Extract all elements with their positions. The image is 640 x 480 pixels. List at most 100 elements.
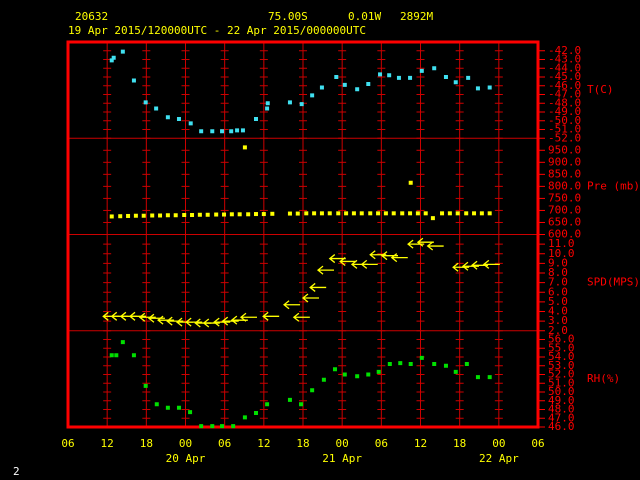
data-point (182, 213, 187, 218)
date-label: 20 Apr (166, 452, 206, 465)
data-point (336, 211, 341, 216)
data-point (165, 213, 170, 218)
data-point (165, 405, 170, 410)
data-point (419, 355, 424, 360)
data-point (154, 402, 159, 407)
y-tick-label: 9.0 (548, 256, 568, 269)
data-point (464, 362, 469, 366)
data-point (342, 82, 347, 87)
data-point (455, 211, 460, 216)
wind-arrow (128, 311, 147, 321)
data-point (210, 129, 215, 134)
data-point (432, 362, 437, 366)
data-point (261, 212, 266, 217)
data-point (355, 87, 360, 92)
data-point (246, 212, 251, 217)
wind-arrow (309, 282, 327, 292)
x-tick-label: 06 (375, 437, 388, 450)
wind-arrow (461, 261, 479, 271)
wind-arrow (138, 312, 156, 322)
data-point (270, 211, 275, 216)
data-point (387, 73, 392, 78)
wind-arrow (339, 256, 357, 266)
y-tick-label: 10.0 (548, 247, 575, 260)
wind-arrow (292, 312, 310, 322)
y-tick-label: 850.0 (548, 167, 581, 180)
wind-arrow (166, 316, 184, 326)
data-point (143, 100, 148, 105)
y-tick-label: 55.0 (548, 341, 575, 354)
data-point (295, 211, 300, 216)
wind-arrow (221, 316, 239, 326)
y-tick-label: 11.0 (548, 237, 575, 250)
y-tick-label: 53.0 (548, 359, 575, 372)
data-point (220, 424, 225, 429)
data-point (332, 367, 337, 372)
data-point (321, 377, 326, 382)
wind-arrow (213, 317, 231, 327)
data-point (487, 211, 492, 216)
data-point (423, 211, 428, 216)
y-tick-label: -43.0 (548, 53, 581, 66)
data-point (240, 128, 245, 133)
y-tick-label: -48.0 (548, 96, 581, 109)
data-point (242, 415, 247, 420)
data-point (111, 55, 116, 60)
data-point (188, 410, 193, 415)
page-number: 2 (13, 465, 20, 478)
y-tick-label: 7.0 (548, 276, 568, 289)
data-point (475, 375, 480, 380)
y-tick-label: 52.0 (548, 368, 575, 381)
data-point (443, 363, 448, 368)
y-tick-label: 3.0 (548, 314, 568, 327)
wind-arrow (239, 312, 257, 322)
y-tick-label: 49.0 (548, 394, 575, 407)
y-tick-label: 950.0 (548, 143, 581, 156)
y-tick-label: 54.0 (548, 350, 575, 363)
data-point (173, 213, 178, 218)
y-tick-label: 2.0 (548, 324, 568, 337)
data-point (150, 213, 155, 218)
x-tick-label: 18 (140, 437, 153, 450)
wind-arrow (452, 262, 470, 272)
data-point (447, 211, 452, 216)
y-tick-label: -46.0 (548, 79, 581, 92)
y-axis-label: RH(%) (587, 372, 620, 385)
data-point (368, 211, 373, 216)
data-point (391, 211, 396, 216)
data-point (334, 75, 339, 79)
data-point (254, 411, 258, 415)
y-tick-label: -47.0 (548, 88, 581, 101)
data-point (319, 211, 324, 216)
data-point (366, 372, 371, 377)
station-id: 20632 (75, 10, 108, 23)
data-point (408, 75, 413, 80)
data-point (176, 405, 181, 410)
data-point (304, 211, 309, 216)
y-tick-label: 47.0 (548, 411, 575, 424)
wind-arrow (360, 259, 378, 269)
data-point (188, 121, 193, 126)
wind-arrow (380, 251, 398, 261)
data-point (229, 129, 234, 134)
y-tick-label: -44.0 (548, 61, 581, 74)
y-tick-label: 5.0 (548, 295, 568, 308)
data-point (118, 214, 123, 219)
data-point (359, 211, 364, 216)
y-axis-label: SPD(MPS) (587, 276, 640, 289)
data-point (190, 213, 195, 218)
data-point (398, 361, 403, 366)
data-point (237, 212, 242, 217)
data-point (453, 80, 458, 85)
data-point (220, 129, 225, 134)
y-tick-label: 4.0 (548, 305, 568, 318)
data-point (143, 383, 148, 388)
wind-arrow (316, 265, 335, 275)
data-point (387, 362, 392, 366)
data-point (287, 100, 292, 105)
data-point (327, 211, 332, 216)
data-point (154, 106, 159, 111)
data-point (366, 82, 371, 86)
data-point (432, 66, 437, 71)
y-tick-label: 46.0 (548, 420, 575, 433)
